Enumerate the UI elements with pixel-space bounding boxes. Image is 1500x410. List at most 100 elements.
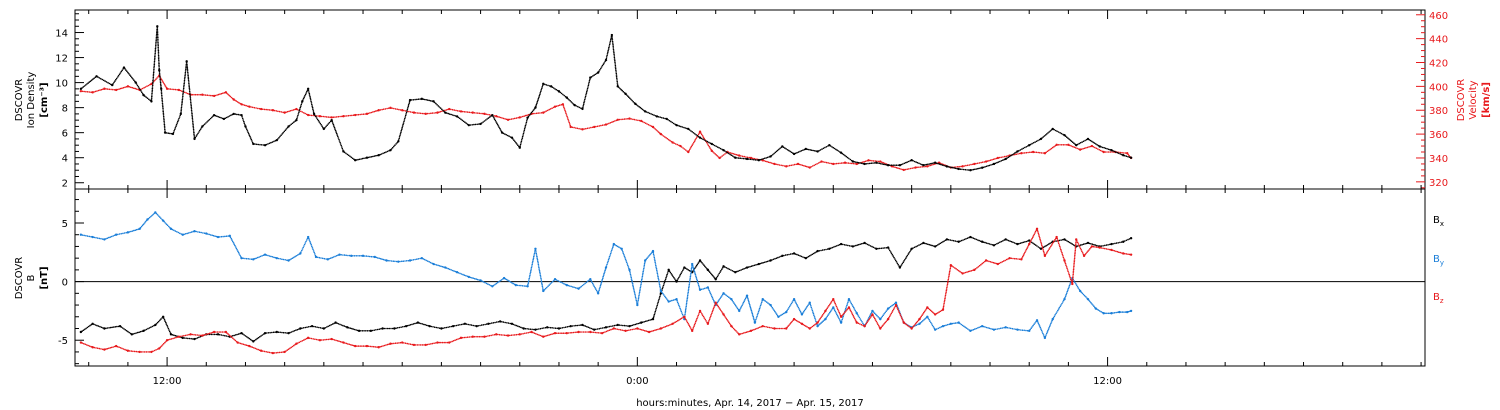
velocity-axis-label-line-1: DSCOVR	[1456, 79, 1467, 122]
bx-trace-dot	[573, 325, 575, 327]
bz-trace-dot	[789, 323, 791, 325]
density-trace-dot	[1125, 155, 1128, 157]
bz-point	[212, 330, 216, 334]
by-trace-dot	[856, 313, 859, 316]
density-trace-dot	[137, 86, 140, 88]
bz-trace-dot	[623, 329, 625, 332]
bx-trace-dot	[800, 255, 803, 258]
bz-trace-dot	[362, 345, 365, 347]
velocity-trace-dot	[267, 108, 269, 111]
bx-trace-dot	[151, 325, 154, 328]
velocity-trace-dot	[1094, 146, 1096, 149]
by-point	[636, 303, 639, 307]
bz-trace-dot	[719, 308, 721, 311]
density-trace-dot	[156, 28, 159, 31]
by-trace-dot	[814, 317, 816, 320]
by-point	[479, 279, 482, 282]
velocity-trace-dot	[712, 151, 714, 153]
bx-trace-dot	[520, 326, 522, 329]
bx-trace-dot	[518, 325, 521, 328]
bx-trace-dot	[1100, 245, 1103, 247]
bz-trace-dot	[947, 281, 949, 284]
bx-trace-dot	[747, 266, 750, 268]
density-trace-dot	[196, 134, 198, 136]
by-trace-dot	[985, 326, 988, 329]
by-trace-dot	[296, 254, 299, 256]
by-trace-dot	[803, 309, 806, 312]
density-trace-dot	[151, 89, 154, 91]
by-point	[651, 249, 655, 253]
bz-trace-dot	[698, 313, 700, 315]
bx-trace-dot	[121, 327, 124, 329]
by-point	[216, 235, 220, 239]
bz-trace-dot	[83, 342, 85, 345]
velocity-trace-dot	[1119, 151, 1122, 154]
bx-trace-dot	[850, 245, 852, 247]
density-trace-dot	[404, 116, 407, 118]
bz-point	[259, 349, 263, 352]
bx-trace-dot	[820, 249, 822, 252]
by-point	[299, 252, 302, 255]
bx-trace-dot	[586, 325, 588, 328]
by-trace-dot	[612, 246, 614, 248]
density-trace-dot	[608, 43, 611, 46]
density-trace-dot	[602, 63, 605, 65]
bx-trace-dot	[982, 241, 985, 243]
by-trace-dot	[607, 258, 610, 261]
velocity-trace-dot	[803, 164, 805, 167]
velocity-trace-dot	[586, 127, 589, 130]
density-trace-dot	[678, 125, 681, 127]
velocity-trace-dot	[713, 152, 715, 154]
density-trace-dot	[846, 156, 849, 159]
by-trace-dot	[348, 254, 351, 257]
density-trace-dot	[476, 123, 479, 126]
bz-trace-dot	[291, 345, 294, 348]
density-trace-dot	[336, 134, 339, 136]
by-trace-dot	[841, 318, 843, 321]
bx-trace-dot	[120, 326, 123, 328]
density-trace-dot	[341, 147, 344, 150]
bx-trace-dot	[656, 303, 659, 305]
bx-trace-dot	[791, 253, 794, 255]
bz-point	[761, 324, 764, 328]
velocity-point	[212, 94, 216, 98]
density-trace-dot	[662, 117, 665, 119]
bz-point	[1075, 238, 1078, 241]
by-trace-dot	[828, 313, 830, 315]
bz-trace-dot	[1004, 259, 1006, 262]
bz-trace-dot	[967, 270, 970, 273]
density-trace-dot	[156, 35, 159, 37]
bx-trace-dot	[222, 334, 224, 337]
bz-trace-dot	[1064, 261, 1066, 263]
velocity-trace-dot	[81, 90, 84, 93]
density-trace-dot	[610, 38, 612, 41]
by-trace-dot	[774, 310, 776, 313]
bz-trace-dot	[834, 302, 836, 305]
bz-trace-dot	[208, 332, 211, 335]
velocity-trace-dot	[641, 120, 644, 123]
bz-trace-dot	[1079, 246, 1081, 248]
by-trace-dot	[757, 310, 760, 313]
bx-trace-dot	[786, 254, 789, 256]
bz-trace-dot	[705, 320, 707, 322]
velocity-trace-dot	[688, 149, 690, 152]
density-trace-dot	[161, 94, 163, 97]
density-trace-dot	[155, 38, 158, 40]
by-trace-dot	[532, 258, 534, 261]
velocity-trace-dot	[839, 162, 841, 165]
bx-point	[863, 241, 866, 245]
bz-trace-dot	[843, 312, 845, 315]
density-trace-dot	[177, 120, 179, 123]
by-trace-dot	[625, 260, 627, 262]
bx-trace-dot	[460, 323, 463, 326]
by-trace-dot	[347, 254, 349, 257]
density-trace-dot	[159, 75, 161, 78]
density-trace-dot	[684, 127, 687, 129]
velocity-trace-dot	[108, 88, 111, 91]
density-trace-dot	[214, 114, 217, 117]
velocity-point	[628, 117, 631, 120]
density-trace-dot	[408, 102, 411, 104]
bz-trace-dot	[1073, 262, 1075, 265]
by-trace-dot	[590, 279, 592, 282]
bz-trace-dot	[780, 327, 782, 330]
